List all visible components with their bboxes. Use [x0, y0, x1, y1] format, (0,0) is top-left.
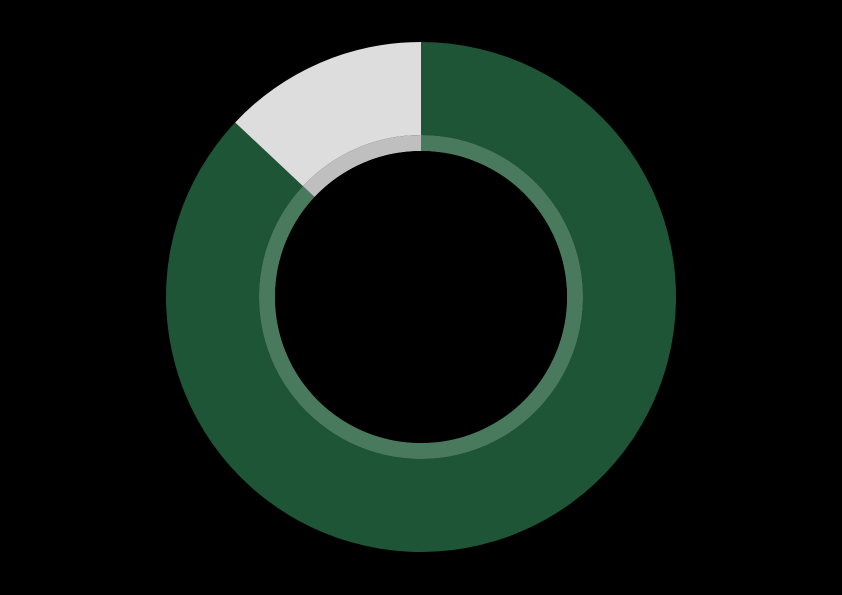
- donut-chart: [0, 0, 842, 595]
- donut-hole: [275, 151, 567, 443]
- donut-chart-container: [0, 0, 842, 595]
